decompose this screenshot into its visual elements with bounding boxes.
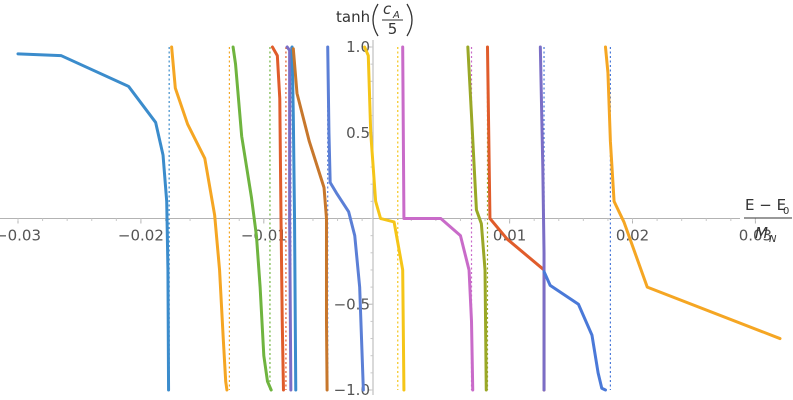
x-label-num-sub: 0 [783, 206, 789, 217]
x-tick-label: 0.02 [616, 227, 649, 245]
y-label-left-paren [372, 3, 379, 37]
series-line [326, 45, 365, 392]
y-tick-label: 0.5 [346, 124, 370, 142]
series-line [363, 45, 406, 392]
x-label-den: M [755, 224, 768, 242]
series-line [231, 45, 273, 392]
y-tick-label: −1.0 [334, 381, 370, 399]
y-label-num-sub: A [392, 10, 400, 21]
x-label-num: E − E [745, 196, 786, 214]
series-line [290, 45, 298, 392]
x-axis-label: E − E0 M N [744, 196, 792, 245]
series-line [270, 45, 285, 392]
series-line [538, 45, 546, 392]
series-line [466, 45, 488, 392]
y-axis-label: tanh c A5 [336, 0, 413, 38]
series-line [401, 45, 475, 392]
series-line [542, 270, 607, 392]
y-tick-label: 1.0 [346, 38, 370, 56]
series-lines [16, 45, 782, 392]
series-line [16, 52, 171, 392]
x-tick-label: −0.01 [241, 227, 287, 245]
series-line [285, 45, 293, 392]
x-axis-ticks: −0.03 −0.02 −0.01 0.01 0.02 0.03 [0, 218, 772, 245]
x-tick-label: 0.03 [739, 227, 772, 245]
x-label-den-sub: N [769, 234, 777, 245]
series-line [170, 45, 229, 392]
series-line [291, 47, 329, 392]
y-tick-label: −0.5 [334, 295, 370, 313]
y-label-den: 5 [388, 20, 398, 38]
series-line [603, 45, 782, 341]
y-label-right-paren [406, 3, 413, 37]
x-tick-label: −0.02 [118, 227, 164, 245]
y-label-num: c [383, 0, 392, 18]
x-tick-label: −0.03 [0, 227, 41, 245]
y-label-func: tanh [336, 8, 370, 26]
